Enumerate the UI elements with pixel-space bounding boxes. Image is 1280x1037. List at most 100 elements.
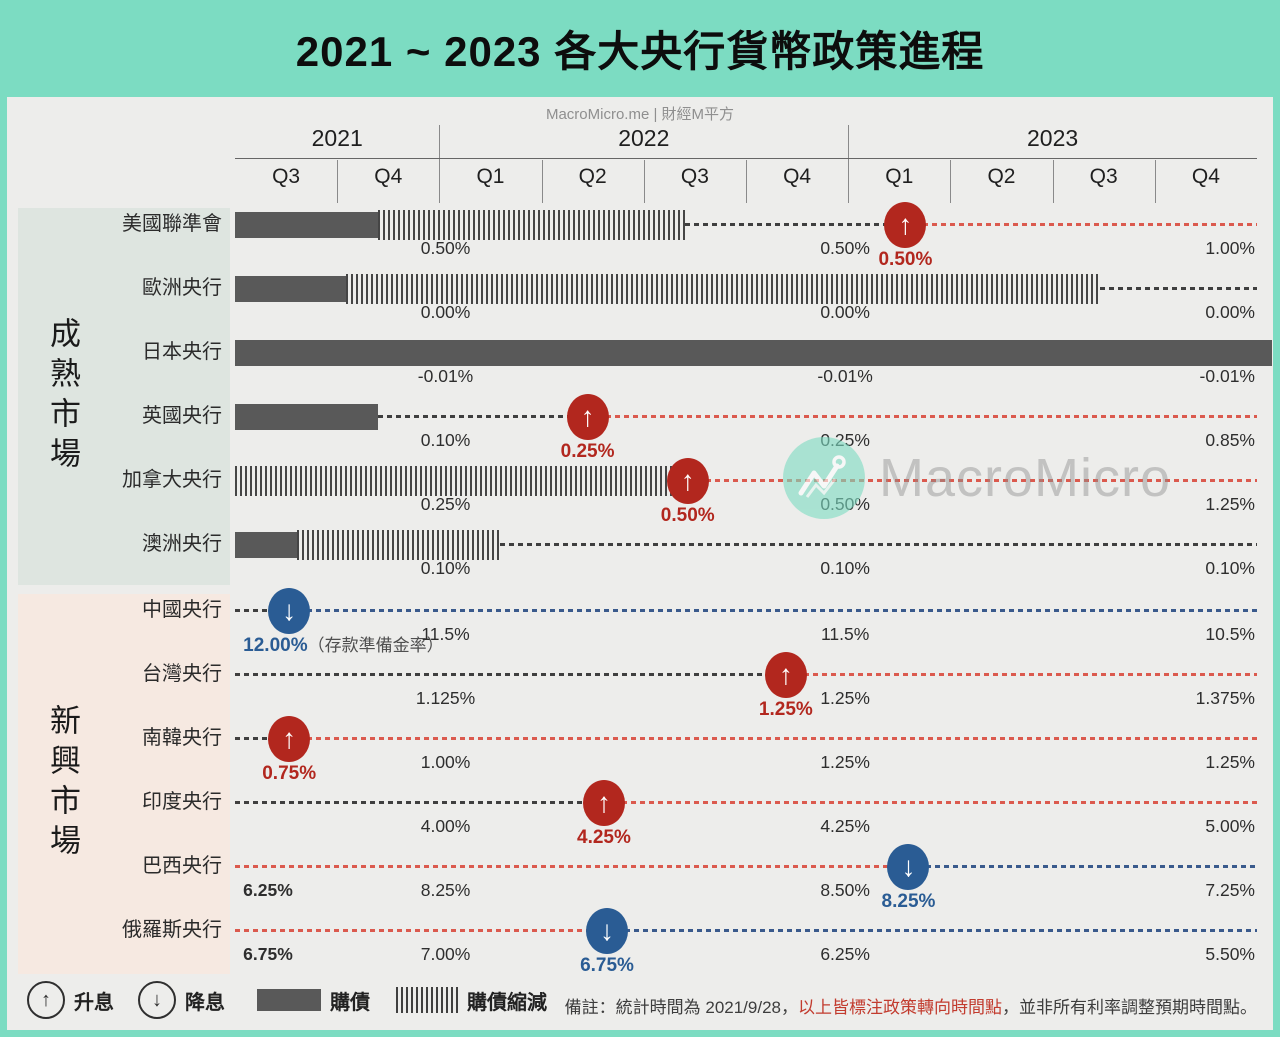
rate-value: -0.01%: [417, 366, 474, 386]
event-rate-label: 0.50%: [835, 248, 975, 272]
rate-value: 7.00%: [420, 944, 471, 964]
year-label: 2021: [311, 125, 363, 151]
rate-value: 0.50%: [820, 494, 870, 514]
rate-value: 0.10%: [420, 430, 471, 450]
rate-value: 0.85%: [1205, 430, 1255, 450]
group-label-emerging: 新興市場: [45, 704, 80, 864]
rate-hike-circle-icon: ↑: [27, 981, 65, 1019]
rate-value: 5.50%: [1205, 944, 1255, 964]
year-label: 2023: [1027, 125, 1079, 151]
event-rate-value: 6.75%: [580, 955, 634, 976]
event-rate-value: 0.75%: [262, 763, 317, 784]
rate-value: 7.25%: [1205, 880, 1255, 900]
quarter-label: Q3: [272, 165, 301, 188]
rate-value: -0.01%: [817, 366, 873, 386]
quarter-label: Q2: [578, 165, 607, 188]
rate-value: 5.00%: [1205, 816, 1255, 836]
quarter-label: Q1: [476, 165, 505, 188]
arrow-glyph: ↑: [282, 723, 297, 754]
event-rate-label: 4.25%: [534, 826, 674, 850]
policy-dash-line: [603, 801, 1257, 804]
bank-label: 巴西央行: [142, 855, 222, 877]
rate-hike-icon: ↑: [764, 652, 807, 698]
policy-dash-line: [235, 865, 909, 868]
rate-value: 1.25%: [1205, 494, 1255, 514]
quarter-divider: [643, 160, 645, 203]
bank-label: 英國央行: [142, 405, 222, 427]
policy-dash-line: [499, 543, 1257, 546]
rate-value: 0.50%: [820, 238, 870, 258]
policy-dash-line: [235, 929, 607, 932]
policy-dash-line: [378, 415, 588, 418]
rate-value: 1.125%: [415, 688, 476, 708]
source-line: MacroMicro.me | 財經M平方: [545, 106, 735, 123]
policy-dash-line: [235, 801, 604, 804]
policy-dash-line: [235, 673, 786, 676]
rate-value: 0.25%: [420, 494, 471, 514]
quarter-divider: [1154, 160, 1156, 203]
bank-label: 俄羅斯央行: [122, 919, 222, 941]
arrow-glyph: ↓: [600, 915, 614, 946]
arrow-glyph: ↑: [778, 659, 793, 690]
rate-value: 4.25%: [820, 816, 870, 836]
taper-bar: [297, 530, 500, 560]
policy-dash-line: [687, 479, 1257, 482]
rate-cut-icon: ↓: [887, 844, 930, 890]
footnote-highlight: 以上皆標注政策轉向時間點: [798, 998, 1002, 1017]
taper-bar: [235, 466, 688, 496]
rate-hike-icon: ↑: [884, 202, 927, 248]
rate-value: 6.75%: [243, 944, 293, 964]
bond-buying-bar: [235, 340, 1273, 366]
rate-value: 8.50%: [820, 880, 870, 900]
quarter-label: Q1: [885, 165, 914, 188]
rate-cut-circle-icon: ↓: [138, 981, 176, 1019]
policy-dash-line: [587, 415, 1257, 418]
bank-label: 南韓央行: [142, 727, 222, 749]
legend-label-hike: 升息: [74, 991, 114, 1014]
group-label-mature: 成熟市場: [45, 316, 80, 477]
arrow-glyph: ↑: [680, 465, 695, 496]
arrow-glyph: ↓: [282, 595, 297, 626]
arrow-glyph: ↑: [898, 209, 913, 240]
quarter-divider: [1052, 160, 1054, 203]
rate-value: 8.25%: [420, 880, 471, 900]
rate-hike-icon: ↑: [268, 716, 311, 762]
policy-dash-line: [235, 609, 290, 612]
rate-value: 0.10%: [420, 558, 471, 578]
policy-dash-line: [1099, 287, 1257, 290]
legend-label-bond-buying: 購債: [330, 991, 370, 1014]
rate-hike-icon: ↑: [582, 780, 625, 826]
rate-value: 1.25%: [1205, 752, 1255, 772]
chart-panel: MacroMicro.me | 財經M平方 2021 2022 2023 Q3 Q4 Q1…: [7, 97, 1273, 1030]
quarter-label: Q4: [1191, 165, 1220, 188]
rate-cut-icon: ↓: [586, 908, 628, 954]
rate-value: 0.50%: [420, 238, 471, 258]
rate-value: 1.00%: [420, 752, 471, 772]
event-rate-value: 1.25%: [758, 699, 813, 720]
quarter-label: Q4: [783, 165, 812, 188]
quarter-divider: [848, 160, 850, 203]
taper-bar: [346, 274, 1100, 304]
group-panel-emerging: 新興市場: [18, 594, 230, 974]
policy-dash-line: [289, 737, 1257, 740]
taper-bar: [378, 210, 685, 240]
rate-value: 6.25%: [820, 944, 870, 964]
policy-dash-line: [684, 223, 906, 226]
rate-value: 10.5%: [1205, 624, 1255, 644]
quarter-label: Q4: [374, 165, 403, 188]
event-rate-label: 0.75%: [219, 762, 359, 786]
policy-dash-line: [785, 673, 1257, 676]
event-rate-label: 12.00%（存款準備金率）: [243, 634, 473, 658]
year-label: 2022: [618, 125, 670, 151]
rate-hike-icon: ↑: [666, 458, 709, 504]
policy-dash-line: [905, 223, 1257, 226]
rate-value: -0.01%: [1199, 366, 1255, 386]
bond-buying-bar: [235, 276, 347, 302]
rate-value: 6.25%: [243, 880, 293, 900]
bank-label: 中國央行: [142, 599, 222, 621]
event-rate-label: 8.25%: [838, 890, 978, 914]
taper-swatch: [396, 987, 458, 1013]
quarter-divider: [439, 160, 441, 203]
bank-label: 日本央行: [142, 341, 222, 363]
quarter-label: Q3: [1089, 165, 1118, 188]
